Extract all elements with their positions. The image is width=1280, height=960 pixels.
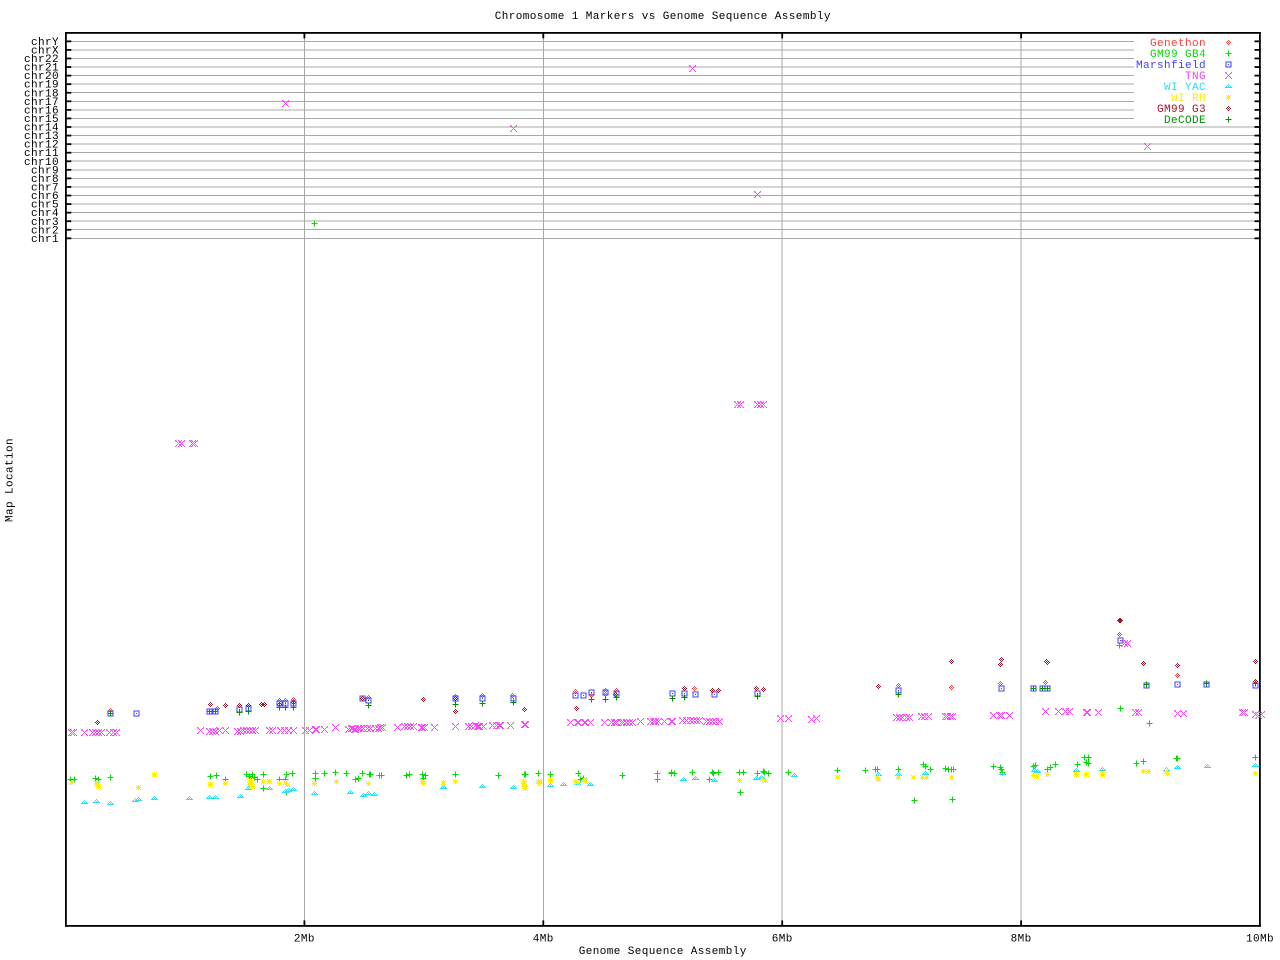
svg-text:chrX: chrX (31, 45, 59, 57)
svg-text:chr6: chr6 (31, 191, 59, 203)
svg-text:10Mb: 10Mb (1246, 934, 1274, 946)
svg-text:chr14: chr14 (24, 123, 59, 135)
svg-text:Map Location: Map Location (5, 438, 17, 522)
svg-text:8Mb: 8Mb (1011, 934, 1032, 946)
svg-text:chr8: chr8 (31, 174, 59, 186)
svg-text:Marshfield: Marshfield (1136, 60, 1206, 72)
svg-text:chr15: chr15 (24, 114, 59, 126)
svg-text:4Mb: 4Mb (533, 934, 554, 946)
svg-text:chr5: chr5 (31, 200, 59, 212)
svg-text:chr2: chr2 (31, 225, 59, 237)
svg-text:chr17: chr17 (24, 97, 59, 109)
svg-text:Chromosome 1 Markers vs Genome: Chromosome 1 Markers vs Genome Sequence … (495, 11, 831, 23)
svg-text:chrY: chrY (31, 37, 59, 49)
svg-text:chr10: chr10 (24, 157, 59, 169)
svg-text:2Mb: 2Mb (294, 934, 315, 946)
svg-text:chr20: chr20 (24, 71, 59, 83)
svg-text:chr1: chr1 (31, 234, 59, 246)
svg-text:chr13: chr13 (24, 131, 59, 143)
svg-text:GM99 G3: GM99 G3 (1157, 104, 1206, 116)
svg-text:chr12: chr12 (24, 140, 59, 152)
svg-text:chr18: chr18 (24, 88, 59, 100)
svg-text:DeCODE: DeCODE (1164, 115, 1206, 127)
svg-text:WI YAC: WI YAC (1164, 82, 1206, 94)
svg-text:chr16: chr16 (24, 105, 59, 117)
svg-text:WI RH: WI RH (1171, 93, 1206, 105)
svg-text:chr21: chr21 (24, 63, 59, 75)
svg-text:chr19: chr19 (24, 80, 59, 92)
svg-text:chr9: chr9 (31, 165, 59, 177)
svg-text:Genome Sequence Assembly: Genome Sequence Assembly (579, 946, 747, 958)
svg-text:TNG: TNG (1185, 71, 1206, 83)
svg-text:GM99 GB4: GM99 GB4 (1150, 49, 1206, 61)
svg-text:chr22: chr22 (24, 54, 59, 66)
svg-text:chr4: chr4 (31, 208, 59, 220)
svg-text:chr3: chr3 (31, 217, 59, 229)
svg-text:6Mb: 6Mb (772, 934, 793, 946)
svg-text:chr7: chr7 (31, 183, 59, 195)
svg-text:Genethon: Genethon (1150, 38, 1206, 50)
svg-text:chr11: chr11 (24, 148, 59, 160)
